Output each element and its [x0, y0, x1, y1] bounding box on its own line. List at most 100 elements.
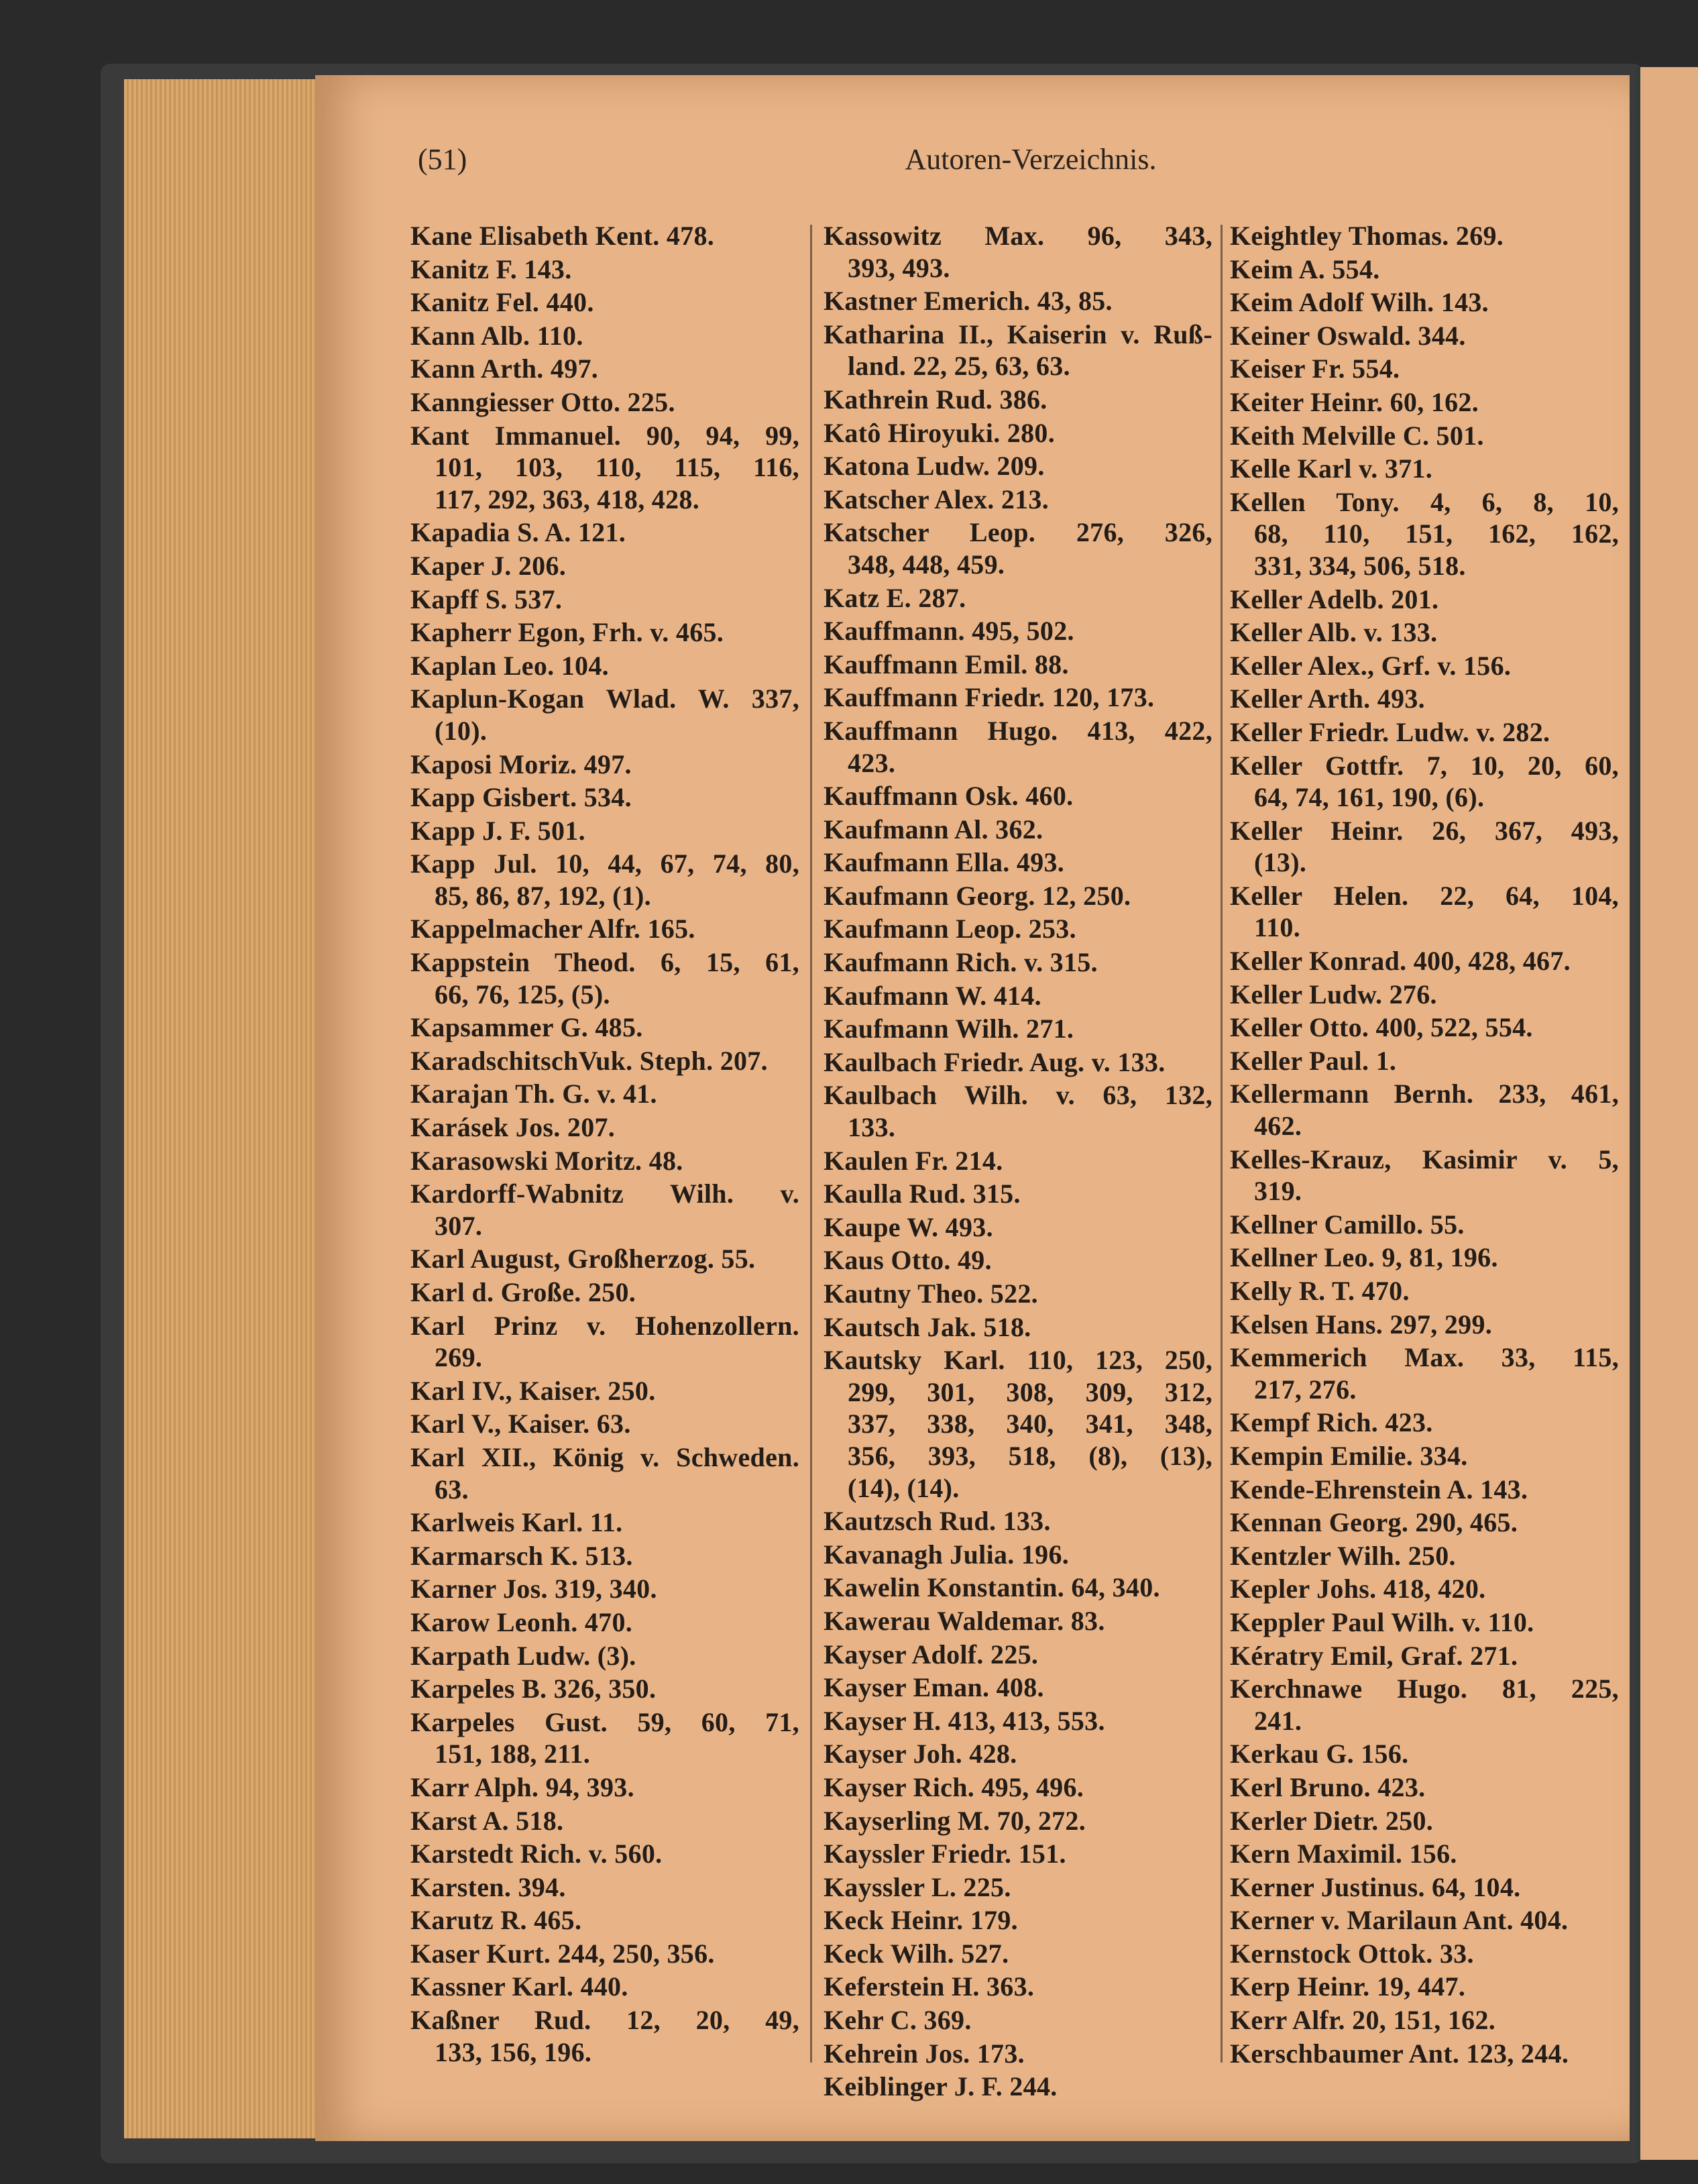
entry-line: Keim Adolf Wilh. 143.	[1230, 287, 1489, 318]
entry-line: Kassowitz Max. 96, 343,	[824, 221, 1212, 251]
index-entry: Karsten. 394.	[410, 1871, 799, 1904]
index-entry: Kellen Tony. 4, 6, 8, 10, 68, 110, 151, 1…	[1230, 486, 1619, 582]
entry-line: Kelle Karl v. 371.	[1230, 453, 1433, 484]
index-entry: Karpath Ludw. (3).	[410, 1640, 799, 1672]
entry-line: 85, 86, 87, 192, (1).	[435, 880, 651, 911]
index-entry: Kellner Leo. 9, 81, 196.	[1230, 1242, 1619, 1274]
entry-line: Karajan Th. G. v. 41.	[410, 1079, 657, 1109]
entry-line: Kappelmacher Alfr. 165.	[410, 914, 695, 944]
index-entry: Karner Jos. 319, 340.	[410, 1573, 799, 1605]
entry-line: Kapsammer G. 485.	[410, 1012, 643, 1043]
index-entry: Kemmerich Max. 33, 115, 217, 276.	[1230, 1342, 1619, 1405]
entry-line: Kapff S. 537.	[410, 584, 563, 614]
entry-line: Keller Paul. 1.	[1230, 1045, 1397, 1076]
entry-line: Kaufmann Rich. v. 315.	[824, 947, 1098, 978]
entry-line: Kaulen Fr. 214.	[824, 1145, 1003, 1176]
entry-line: Karsten. 394.	[410, 1871, 566, 1902]
index-entry: Kawerau Waldemar. 83.	[824, 1605, 1212, 1637]
index-entry: Keller Alb. v. 133.	[1230, 616, 1619, 649]
index-entry: Katharina II., Kaiserin v. Ruß-land. 22,…	[824, 319, 1212, 382]
index-entry: KaradschitschVuk. Steph. 207.	[410, 1045, 799, 1077]
index-entry: Keller Paul. 1.	[1230, 1045, 1619, 1077]
index-entry: Kellner Camillo. 55.	[1230, 1209, 1619, 1241]
entry-line: 331, 334, 506, 518.	[1254, 550, 1466, 581]
index-entry: Kaufmann Wilh. 271.	[824, 1013, 1212, 1045]
index-entry: Karl XII., König v. Schweden. 63.	[410, 1441, 799, 1505]
index-entry: Kaufmann Rich. v. 315.	[824, 946, 1212, 979]
index-entry: Kaupe W. 493.	[824, 1211, 1212, 1244]
index-entry: Kastner Emerich. 43, 85.	[824, 285, 1212, 317]
index-entry: Kellermann Bernh. 233, 461, 462.	[1230, 1078, 1619, 1142]
index-entry: Kelsen Hans. 297, 299.	[1230, 1309, 1619, 1341]
entry-line: Kerschbaumer Ant. 123, 244.	[1230, 2038, 1569, 2069]
page-edges	[124, 79, 319, 2138]
index-entry: Katscher Alex. 213.	[824, 484, 1212, 516]
entry-line: Kauffmann Emil. 88.	[824, 649, 1069, 679]
entry-line: Kayser Joh. 428.	[824, 1739, 1017, 1769]
entry-line: Kaulbach Wilh. v. 63, 132,	[824, 1080, 1212, 1111]
entry-line: Keller Heinr. 26, 367, 493,	[1230, 815, 1619, 846]
entry-line: Kapp Gisbert. 534.	[410, 782, 632, 813]
entry-line: land. 22, 25, 63, 63.	[848, 351, 1070, 382]
book-page	[315, 75, 1630, 2141]
entry-line: (14), (14).	[848, 1472, 960, 1503]
index-entry: Kayser Rich. 495, 496.	[824, 1771, 1212, 1804]
entry-line: Karl XII., König v. Schweden.	[410, 1441, 799, 1472]
index-entry: Kathrein Rud. 386.	[824, 384, 1212, 416]
entry-line: 299, 301, 308, 309, 312,	[848, 1376, 1212, 1407]
entry-line: 319.	[1254, 1176, 1302, 1207]
entry-line: Keck Heinr. 179.	[824, 1905, 1018, 1936]
index-entry: Karpeles Gust. 59, 60, 71, 151, 188, 211.	[410, 1706, 799, 1770]
entry-line: Kelsen Hans. 297, 299.	[1230, 1309, 1493, 1340]
entry-line: Keppler Paul Wilh. v. 110.	[1230, 1606, 1534, 1637]
entry-line: Keim A. 554.	[1230, 254, 1380, 284]
index-entry: Kératry Emil, Graf. 271.	[1230, 1640, 1619, 1672]
index-entry: Karl V., Kaiser. 63.	[410, 1408, 799, 1440]
entry-line: Keightley Thomas. 269.	[1230, 221, 1504, 251]
entry-line: Kernstock Ottok. 33.	[1230, 1938, 1474, 1969]
index-entry: Kapp J. F. 501.	[410, 815, 799, 847]
entry-line: Kelles-Krauz, Kasimir v. 5,	[1230, 1144, 1619, 1175]
entry-line: Kehr C. 369.	[824, 2005, 972, 2036]
entry-line: Kayser H. 413, 413, 553.	[824, 1705, 1105, 1736]
index-entry: Keim Adolf Wilh. 143.	[1230, 286, 1619, 319]
entry-line: Kayssler L. 225.	[824, 1871, 1011, 1902]
index-entry: Kappstein Theod. 6, 15, 61, 66, 76, 125, …	[410, 946, 799, 1010]
index-entry: Kaufmann W. 414.	[824, 980, 1212, 1012]
index-entry: Kaus Otto. 49.	[824, 1244, 1212, 1276]
entry-line: Kapp Jul. 10, 44, 67, 74, 80,	[410, 849, 799, 879]
index-column: Keightley Thomas. 269. Keim A. 554. Keim A…	[1230, 220, 1619, 2071]
index-entry: Kautsky Karl. 110, 123, 250, 299, 301, 30…	[824, 1344, 1212, 1504]
index-entry: Karmarsch K. 513.	[410, 1540, 799, 1572]
entry-line: Kavanagh Julia. 196.	[824, 1539, 1070, 1570]
entry-line: Kaufmann W. 414.	[824, 980, 1041, 1011]
index-entry: Keiner Oswald. 344.	[1230, 320, 1619, 352]
entry-line: Katona Ludw. 209.	[824, 451, 1045, 482]
entry-line: (13).	[1254, 847, 1307, 878]
entry-line: Kanitz Fel. 440.	[410, 287, 594, 318]
entry-line: Kennan Georg. 290, 465.	[1230, 1507, 1518, 1538]
index-entry: Keller Friedr. Ludw. v. 282.	[1230, 716, 1619, 749]
index-entry: Keller Heinr. 26, 367, 493, (13).	[1230, 815, 1619, 879]
entry-line: 356, 393, 518, (8), (13),	[848, 1440, 1212, 1471]
index-entry: Kaposi Moriz. 497.	[410, 749, 799, 781]
index-entry: Kaplan Leo. 104.	[410, 650, 799, 682]
index-entry: Keiter Heinr. 60, 162.	[1230, 386, 1619, 419]
index-entry: Kanitz Fel. 440.	[410, 286, 799, 319]
index-entry: Kaufmann Leop. 253.	[824, 913, 1212, 945]
index-entry: Kanngiesser Otto. 225.	[410, 386, 799, 419]
entry-line: Karlweis Karl. 11.	[410, 1507, 623, 1538]
entry-line: Kaupe W. 493.	[824, 1211, 993, 1242]
index-entry: Kaser Kurt. 244, 250, 356.	[410, 1938, 799, 1970]
entry-line: Kathrein Rud. 386.	[824, 384, 1048, 415]
entry-line: Katô Hiroyuki. 280.	[824, 417, 1055, 448]
entry-line: Kaufmann Georg. 12, 250.	[824, 880, 1131, 911]
entry-line: Kayser Eman. 408.	[824, 1672, 1044, 1703]
index-entry: Keiser Fr. 554.	[1230, 353, 1619, 385]
entry-line: Kempf Rich. 423.	[1230, 1407, 1433, 1438]
index-entry: Kernstock Ottok. 33.	[1230, 1938, 1619, 1970]
entry-line: 68, 110, 151, 162, 162,	[1254, 518, 1619, 549]
index-entry: Kayser Joh. 428.	[824, 1738, 1212, 1770]
entry-line: Katz E. 287.	[824, 582, 966, 613]
